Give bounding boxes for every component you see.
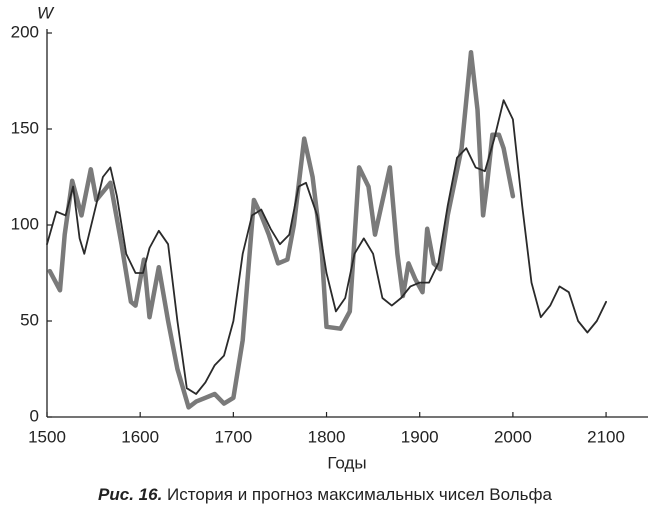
x-tick-label: 2000 xyxy=(494,427,532,446)
y-tick-label: 100 xyxy=(11,214,39,233)
y-tick-label: 0 xyxy=(30,406,39,425)
y-tick-label: 150 xyxy=(11,118,39,137)
x-tick-label: 1600 xyxy=(121,427,159,446)
caption-label: Рис. 16. xyxy=(98,485,162,504)
y-tick-label: 50 xyxy=(20,310,39,329)
y-tick-label: 200 xyxy=(11,22,39,41)
x-axis-label: Годы xyxy=(327,453,366,472)
x-tick-label: 1500 xyxy=(28,427,66,446)
series-line xyxy=(46,99,607,395)
x-tick-label: 1900 xyxy=(401,427,439,446)
caption-text: История и прогноз максимальных чисел Вол… xyxy=(167,485,552,504)
x-tick-label: 2100 xyxy=(587,427,625,446)
caption: Рис. 16. История и прогноз максимальных … xyxy=(98,485,552,504)
series-line xyxy=(47,49,516,410)
x-tick-label: 1800 xyxy=(308,427,346,446)
x-tick-label: 1700 xyxy=(214,427,252,446)
y-axis-label: W xyxy=(37,3,55,22)
